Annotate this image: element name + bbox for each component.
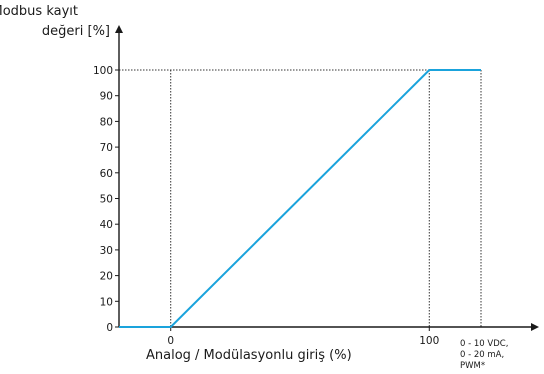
y-tick-label-30: 30 [100, 245, 113, 257]
x-axis-end-note-line-3: PWM* [460, 361, 485, 371]
x-axis-end-note-line-2: 0 - 20 mA, [460, 350, 504, 360]
x-axis-end-note-line-1: 0 - 10 VDC, [460, 339, 508, 349]
x-axis-ticks: 0 100 [167, 327, 439, 347]
y-tick-label-80: 80 [100, 116, 113, 128]
x-tick-label-100: 100 [419, 335, 439, 347]
y-tick-label-40: 40 [100, 219, 113, 231]
guide-lines [119, 69, 482, 327]
y-tick-label-10: 10 [100, 296, 113, 308]
y-axis-title-line-1: Modbus kayıt [0, 4, 78, 19]
y-tick-label-60: 60 [100, 168, 113, 180]
y-tick-label-50: 50 [100, 194, 113, 206]
x-tick-label-0: 0 [167, 335, 174, 347]
y-axis-title-line-2: değeri [%] [42, 24, 110, 39]
y-tick-label-0: 0 [106, 322, 113, 334]
y-tick-label-70: 70 [100, 142, 113, 154]
y-axis-ticks: 0 10 20 30 40 50 60 70 80 90 100 [93, 65, 119, 334]
x-axis-title: Analog / Modülasyonlu giriş (%) [146, 348, 352, 363]
y-tick-label-90: 90 [100, 91, 113, 103]
y-tick-label-100: 100 [93, 65, 113, 77]
y-tick-label-20: 20 [100, 271, 113, 283]
input-output-line [119, 69, 481, 328]
